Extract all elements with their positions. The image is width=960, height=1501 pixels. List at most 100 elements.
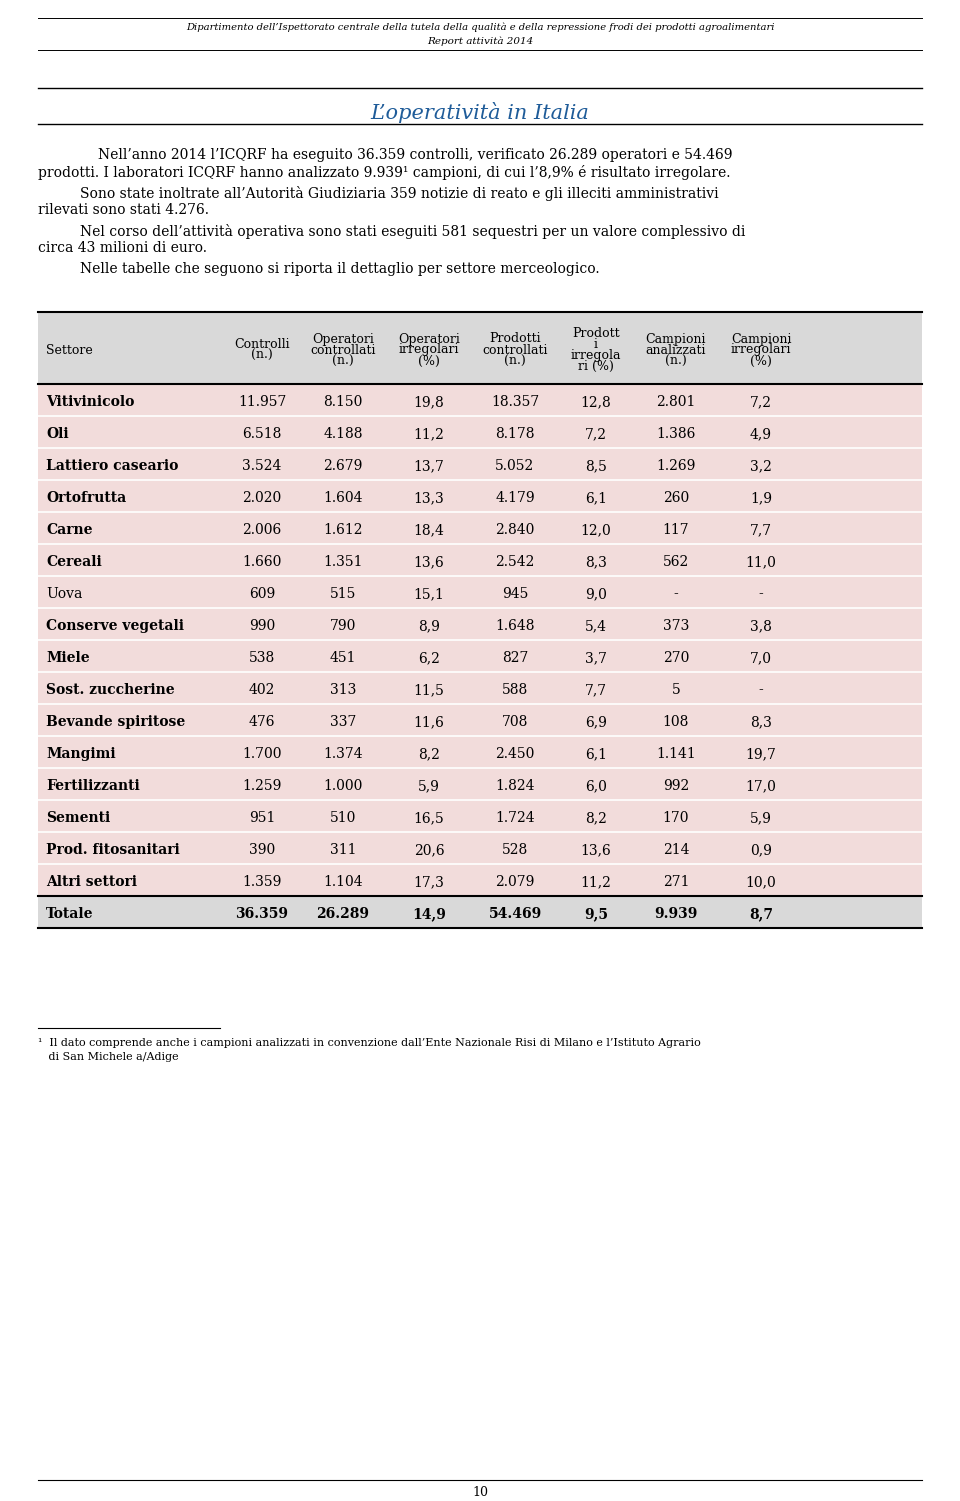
Text: 15,1: 15,1	[414, 587, 444, 600]
Text: 6,0: 6,0	[585, 779, 607, 793]
Bar	[38, 896, 922, 928]
Text: 54.469: 54.469	[489, 907, 541, 922]
Text: Settore: Settore	[46, 344, 93, 357]
Text: (n.): (n.)	[665, 354, 686, 368]
Bar	[38, 800, 922, 832]
Text: Cereali: Cereali	[46, 555, 102, 569]
Text: 451: 451	[329, 651, 356, 665]
Text: (n.): (n.)	[252, 350, 273, 362]
Text: 3,7: 3,7	[585, 651, 607, 665]
Text: 1.612: 1.612	[324, 522, 363, 537]
Text: 6,1: 6,1	[585, 491, 607, 504]
Text: Uova: Uova	[46, 587, 83, 600]
Text: 5,4: 5,4	[585, 618, 607, 633]
Text: 8,5: 8,5	[585, 459, 607, 473]
Text: 4,9: 4,9	[750, 426, 772, 441]
Text: 11,2: 11,2	[581, 875, 612, 889]
Text: 13,3: 13,3	[414, 491, 444, 504]
Text: 13,6: 13,6	[581, 844, 612, 857]
Text: Sementi: Sementi	[46, 811, 110, 826]
Text: 1,9: 1,9	[750, 491, 772, 504]
Text: 1.604: 1.604	[324, 491, 363, 504]
Text: Oli: Oli	[46, 426, 68, 441]
Text: Mangimi: Mangimi	[46, 747, 115, 761]
Text: 538: 538	[249, 651, 276, 665]
Text: Nelle tabelle che seguono si riporta il dettaglio per settore merceologico.: Nelle tabelle che seguono si riporta il …	[80, 263, 600, 276]
Text: 5,9: 5,9	[750, 811, 772, 826]
Text: 708: 708	[502, 714, 528, 729]
Text: 476: 476	[249, 714, 276, 729]
Text: 170: 170	[662, 811, 689, 826]
Text: 4.179: 4.179	[495, 491, 535, 504]
Text: 108: 108	[662, 714, 689, 729]
Text: Carne: Carne	[46, 522, 92, 537]
Text: Miele: Miele	[46, 651, 89, 665]
Text: (n.): (n.)	[332, 354, 354, 368]
Text: 8,2: 8,2	[585, 811, 607, 826]
Text: controllati: controllati	[482, 344, 548, 357]
Text: 8,3: 8,3	[585, 555, 607, 569]
Bar	[38, 735, 922, 769]
Text: Campioni: Campioni	[731, 333, 791, 345]
Bar	[38, 543, 922, 576]
Text: 1.000: 1.000	[324, 779, 363, 793]
Text: 390: 390	[249, 844, 276, 857]
Bar	[38, 312, 922, 384]
Text: 36.359: 36.359	[235, 907, 289, 922]
Text: 2.450: 2.450	[495, 747, 535, 761]
Text: 311: 311	[329, 844, 356, 857]
Text: 9.939: 9.939	[655, 907, 698, 922]
Text: Fertilizzanti: Fertilizzanti	[46, 779, 140, 793]
Text: 528: 528	[502, 844, 528, 857]
Text: Totale: Totale	[46, 907, 93, 922]
Text: 3,8: 3,8	[750, 618, 772, 633]
Text: 17,3: 17,3	[414, 875, 444, 889]
Text: 6,2: 6,2	[418, 651, 440, 665]
Text: 7,7: 7,7	[750, 522, 772, 537]
Text: 11.957: 11.957	[238, 395, 286, 408]
Text: 313: 313	[330, 683, 356, 696]
Text: 1.374: 1.374	[324, 747, 363, 761]
Text: Sono state inoltrate all’Autorità Giudiziaria 359 notizie di reato e gli illecit: Sono state inoltrate all’Autorità Giudiz…	[80, 186, 719, 201]
Text: i: i	[594, 338, 598, 351]
Text: 1.351: 1.351	[324, 555, 363, 569]
Text: 5: 5	[672, 683, 681, 696]
Text: 117: 117	[662, 522, 689, 537]
Text: 7,7: 7,7	[585, 683, 607, 696]
Text: ¹  Il dato comprende anche i campioni analizzati in convenzione dall’Ente Nazion: ¹ Il dato comprende anche i campioni ana…	[38, 1039, 701, 1048]
Text: 588: 588	[502, 683, 528, 696]
Text: L’operatività in Italia: L’operatività in Italia	[371, 102, 589, 123]
Text: 26.289: 26.289	[317, 907, 370, 922]
Bar	[38, 608, 922, 639]
Text: 2.006: 2.006	[242, 522, 281, 537]
Text: 14,9: 14,9	[412, 907, 446, 922]
Text: 19,7: 19,7	[746, 747, 777, 761]
Text: Vitivinicolo: Vitivinicolo	[46, 395, 134, 408]
Bar	[38, 865, 922, 896]
Text: ri (%): ri (%)	[578, 360, 614, 374]
Text: 8,2: 8,2	[418, 747, 440, 761]
Text: 19,8: 19,8	[414, 395, 444, 408]
Text: -: -	[758, 683, 763, 696]
Text: 510: 510	[330, 811, 356, 826]
Text: 1.104: 1.104	[324, 875, 363, 889]
Text: Ortofrutta: Ortofrutta	[46, 491, 127, 504]
Text: 1.359: 1.359	[242, 875, 281, 889]
Text: 6,9: 6,9	[585, 714, 607, 729]
Text: 2.542: 2.542	[495, 555, 535, 569]
Text: analizzati: analizzati	[646, 344, 707, 357]
Text: 8,9: 8,9	[418, 618, 440, 633]
Text: 7,2: 7,2	[750, 395, 772, 408]
Text: Prod. fitosanitari: Prod. fitosanitari	[46, 844, 180, 857]
Text: 12,8: 12,8	[581, 395, 612, 408]
Text: 990: 990	[249, 618, 276, 633]
Text: -: -	[758, 587, 763, 600]
Text: Bevande spiritose: Bevande spiritose	[46, 714, 185, 729]
Bar	[38, 672, 922, 704]
Text: 18,4: 18,4	[414, 522, 444, 537]
Text: 12,0: 12,0	[581, 522, 612, 537]
Text: Nel corso dell’attività operativa sono stati eseguiti 581 sequestri per un valor: Nel corso dell’attività operativa sono s…	[80, 224, 745, 239]
Text: 2.020: 2.020	[242, 491, 281, 504]
Text: Report attività 2014: Report attività 2014	[427, 36, 533, 45]
Bar	[38, 704, 922, 735]
